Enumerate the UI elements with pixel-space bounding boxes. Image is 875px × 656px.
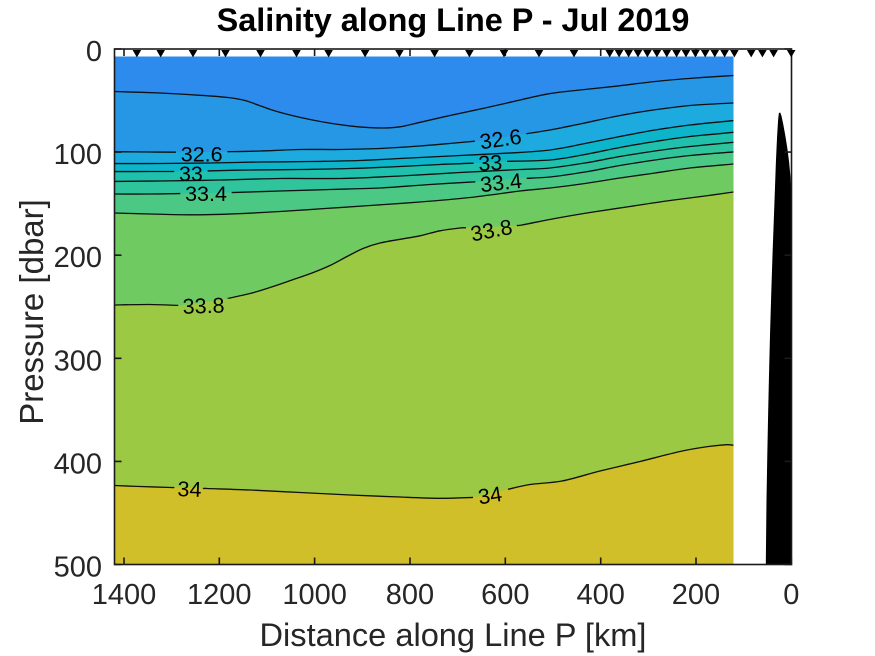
svg-text:400: 400 xyxy=(54,448,102,480)
svg-text:Salinity along Line P - Jul 20: Salinity along Line P - Jul 2019 xyxy=(217,2,690,38)
svg-text:34: 34 xyxy=(476,482,503,509)
svg-text:400: 400 xyxy=(577,579,625,611)
svg-text:200: 200 xyxy=(54,242,102,274)
svg-text:600: 600 xyxy=(481,579,529,611)
svg-text:0: 0 xyxy=(783,579,799,611)
svg-text:800: 800 xyxy=(386,579,434,611)
svg-text:Pressure [dbar]: Pressure [dbar] xyxy=(13,199,50,425)
svg-text:32.6: 32.6 xyxy=(181,142,223,166)
svg-text:1200: 1200 xyxy=(187,579,252,611)
svg-text:33.4: 33.4 xyxy=(185,182,227,206)
svg-text:Distance along Line P [km]: Distance along Line P [km] xyxy=(260,616,647,653)
svg-text:500: 500 xyxy=(54,552,102,584)
svg-text:1400: 1400 xyxy=(92,579,157,611)
svg-text:33.4: 33.4 xyxy=(479,169,523,197)
svg-text:33.8: 33.8 xyxy=(182,293,225,318)
svg-text:300: 300 xyxy=(54,345,102,377)
svg-text:34: 34 xyxy=(177,477,202,502)
svg-text:33: 33 xyxy=(478,151,503,176)
svg-text:1000: 1000 xyxy=(282,579,347,611)
svg-text:33: 33 xyxy=(179,162,203,186)
svg-text:100: 100 xyxy=(54,139,102,171)
svg-text:0: 0 xyxy=(86,36,102,68)
svg-text:200: 200 xyxy=(672,579,720,611)
svg-text:32.6: 32.6 xyxy=(478,125,523,155)
